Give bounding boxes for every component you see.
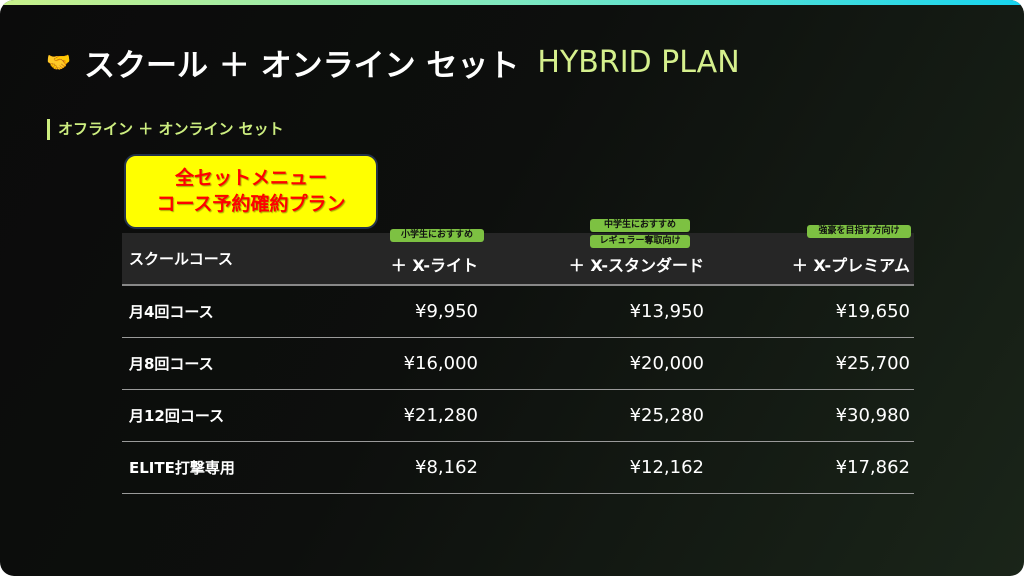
table-row: ELITE打撃専用 ¥8,162 ¥12,162 ¥17,862 xyxy=(122,442,914,494)
cell-premium: ¥19,650 xyxy=(835,301,910,322)
cell-standard: ¥20,000 xyxy=(629,353,704,374)
cell-standard: ¥25,280 xyxy=(629,405,704,426)
table-row: 月4回コース ¥9,950 ¥13,950 ¥19,650 xyxy=(122,286,914,338)
cell-course: 月8回コース xyxy=(129,355,214,373)
badge-lite: 小学生におすすめ xyxy=(390,229,484,242)
price-table: スクールコース ＋ X-ライト ＋ X-スタンダード ＋ X-プレミアム 月4回… xyxy=(122,233,914,494)
page-title: 🤝 スクール ＋ オンライン セット HYBRID PLAN xyxy=(46,44,740,84)
cell-lite: ¥8,162 xyxy=(415,457,478,478)
cell-lite: ¥16,000 xyxy=(403,353,478,374)
accent-bar xyxy=(0,0,1024,5)
table-header: スクールコース ＋ X-ライト ＋ X-スタンダード ＋ X-プレミアム xyxy=(122,233,914,286)
cell-standard: ¥12,162 xyxy=(629,457,704,478)
cell-course: 月4回コース xyxy=(129,303,214,321)
cell-lite: ¥9,950 xyxy=(415,301,478,322)
cell-premium: ¥30,980 xyxy=(835,405,910,426)
badge-standard-1: 中学生におすすめ xyxy=(590,219,690,232)
cell-premium: ¥17,862 xyxy=(835,457,910,478)
promo-box: 全セットメニュー コース予約確約プラン xyxy=(124,154,378,229)
badge-standard-2: レギュラー奪取向け xyxy=(590,235,690,248)
handshake-icon: 🤝 xyxy=(46,50,71,74)
cell-standard: ¥13,950 xyxy=(629,301,704,322)
cell-course: 月12回コース xyxy=(129,407,225,425)
table-row: 月8回コース ¥16,000 ¥20,000 ¥25,700 xyxy=(122,338,914,390)
cell-premium: ¥25,700 xyxy=(835,353,910,374)
cell-lite: ¥21,280 xyxy=(403,405,478,426)
section-title: オフライン ＋ オンライン セット xyxy=(47,119,284,140)
cell-course: ELITE打撃専用 xyxy=(129,459,235,477)
badge-premium: 強豪を目指す方向け xyxy=(807,225,911,238)
table-row: 月12回コース ¥21,280 ¥25,280 ¥30,980 xyxy=(122,390,914,442)
